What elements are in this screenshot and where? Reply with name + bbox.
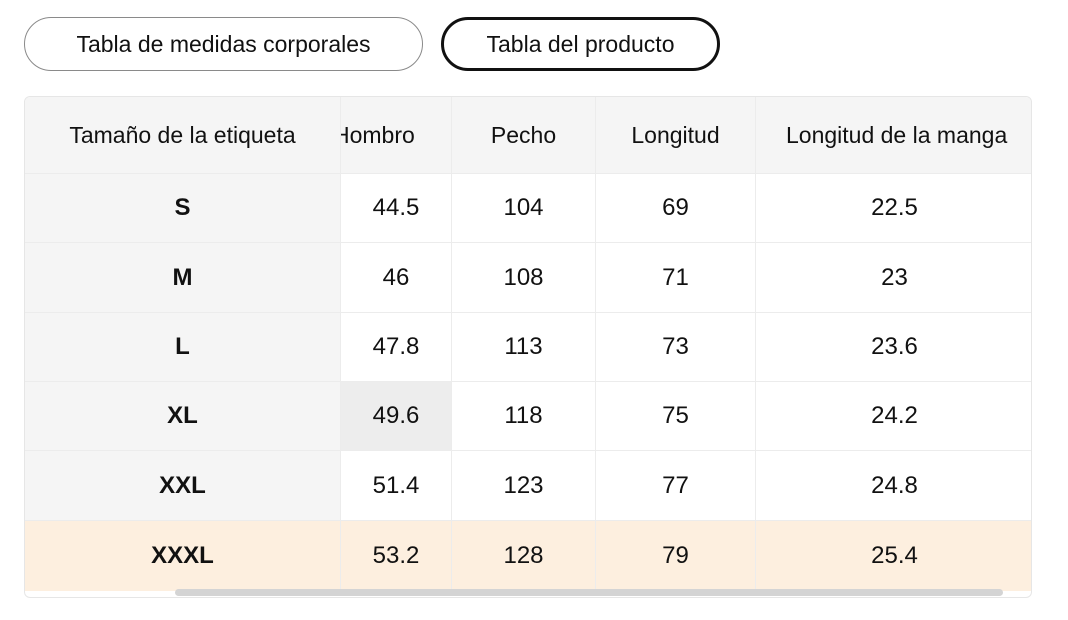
table-cell: 47.8	[341, 313, 452, 382]
table-cell: 44.5	[341, 174, 452, 243]
table-cell: 73	[596, 313, 756, 382]
tab-product-table[interactable]: Tabla del producto	[441, 17, 720, 71]
table-cell: 108	[452, 243, 596, 313]
table-cell: 71	[596, 243, 756, 313]
size-cell: M	[25, 243, 341, 313]
table-cell: 46	[341, 243, 452, 313]
table-cell: 51.4	[341, 451, 452, 521]
table-cell: 23.6	[756, 313, 1031, 382]
table-cell: 53.2	[341, 521, 452, 591]
column-header-shoulder: Hombro	[341, 97, 452, 174]
table-cell: 24.2	[756, 382, 1031, 451]
table-cell: 25.4	[756, 521, 1031, 591]
column-header-length: Longitud	[596, 97, 756, 174]
size-cell: S	[25, 174, 341, 243]
size-cell: L	[25, 313, 341, 382]
table-cell: 104	[452, 174, 596, 243]
table-cell: 24.8	[756, 451, 1031, 521]
column-header-sleeve-length: Longitud de la manga	[756, 97, 1031, 174]
table-cell: 128	[452, 521, 596, 591]
table-cell: 69	[596, 174, 756, 243]
size-cell: XL	[25, 382, 341, 451]
tab-body-measurements-label: Tabla de medidas corporales	[76, 30, 371, 57]
table-cell: 22.5	[756, 174, 1031, 243]
tab-body-measurements[interactable]: Tabla de medidas corporales	[24, 17, 423, 71]
size-cell: XXL	[25, 451, 341, 521]
table-cell: 79	[596, 521, 756, 591]
column-header-size-label: Tamaño de la etiqueta	[25, 97, 341, 174]
column-header-chest: Pecho	[452, 97, 596, 174]
table-cell: 75	[596, 382, 756, 451]
table-cell: 49.6	[341, 382, 452, 451]
table-cell: 113	[452, 313, 596, 382]
table-cell: 118	[452, 382, 596, 451]
table-cell: 77	[596, 451, 756, 521]
size-table[interactable]: Tamaño de la etiqueta Hombro Pecho Longi…	[24, 96, 1032, 598]
tab-product-table-label: Tabla del producto	[486, 30, 675, 57]
table-cell: 23	[756, 243, 1031, 313]
horizontal-scrollbar[interactable]	[175, 589, 1003, 596]
table-cell: 123	[452, 451, 596, 521]
size-cell: XXXL	[25, 521, 341, 591]
